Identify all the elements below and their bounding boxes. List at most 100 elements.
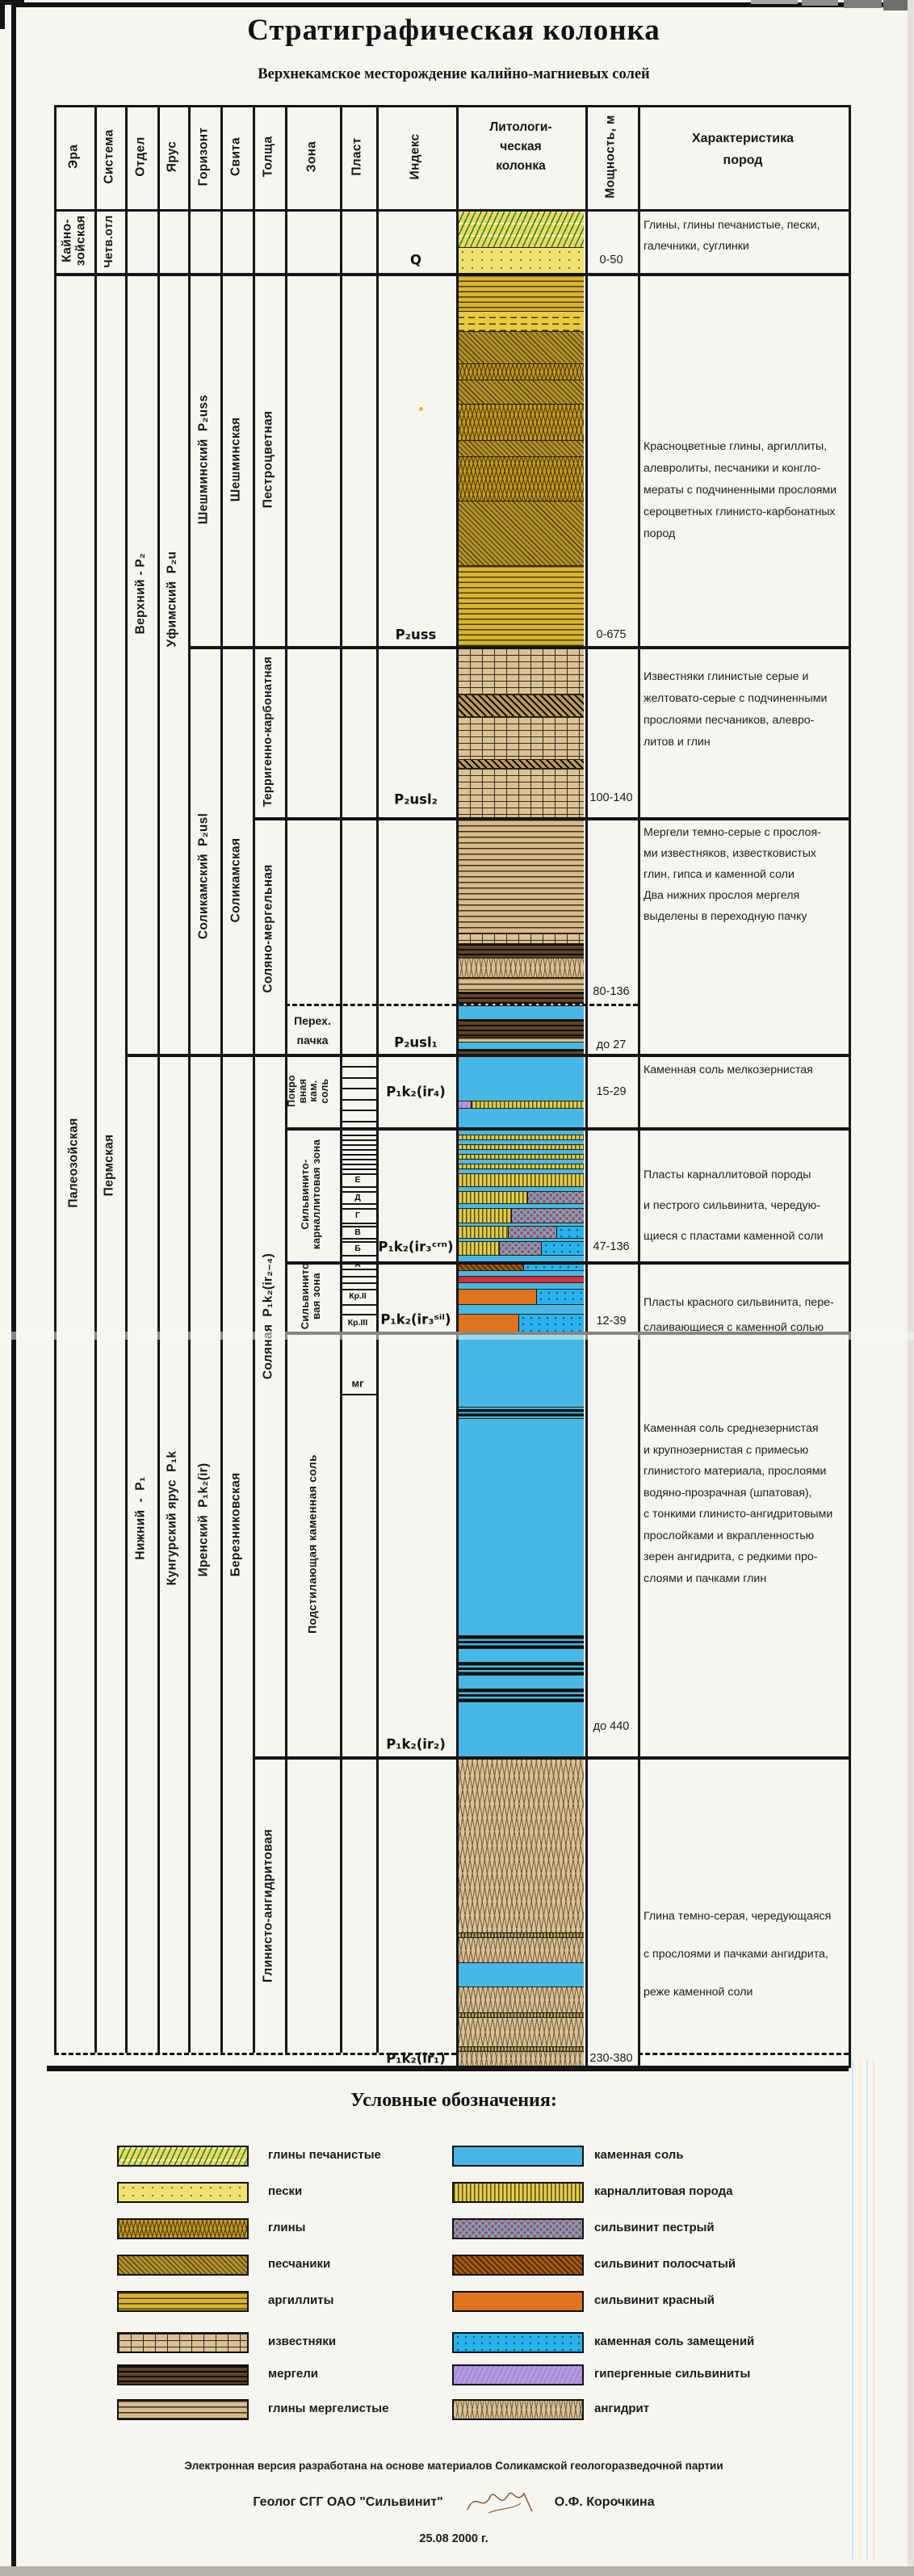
table-vline <box>125 105 128 2053</box>
litho-band <box>458 1937 584 1962</box>
litho-band-part-sylv_mottled <box>508 1227 556 1238</box>
header-litho-column: Литологи- ческая колонка <box>489 120 552 173</box>
thickness-value: 230-380 <box>589 2052 633 2065</box>
table-vline <box>340 105 342 2053</box>
litho-band <box>458 1191 584 1203</box>
header-column-label: Отдел <box>133 136 148 177</box>
legend-swatch-carnallite <box>452 2182 584 2203</box>
litho-band <box>458 1149 584 1154</box>
litho-band <box>458 1139 584 1144</box>
litho-band-part-sylv_red <box>458 1315 518 1332</box>
table-vline <box>94 105 97 2053</box>
index-label: P₁k₂(ir₁) <box>386 2050 446 2066</box>
table-hline <box>188 646 849 649</box>
table-vline <box>188 105 191 2053</box>
bed-letter: Е <box>354 1175 361 1185</box>
thickness-value: до 27 <box>596 1038 627 1051</box>
bed-divider <box>340 1173 376 1175</box>
litho-band <box>458 1333 584 1407</box>
litho-band <box>458 694 584 716</box>
scan-artifact <box>883 0 914 10</box>
table-vline <box>253 105 255 2053</box>
litho-band-part-hypergene <box>458 1101 471 1108</box>
footer-signature-row: Геолог СГГ ОАО "Сильвинит" О.Ф. Корочкин… <box>0 2489 908 2516</box>
legend-label: пески <box>268 2184 303 2198</box>
litho-band <box>458 2051 584 2066</box>
litho-band <box>458 404 584 440</box>
scan-seam <box>0 1332 914 1340</box>
litho-band-part-salt_repl <box>535 1290 584 1304</box>
bed-letter: Кр.III <box>347 1318 368 1328</box>
litho-band-part-sylv_banded <box>458 1264 524 1270</box>
legend-swatch-marl <box>117 2364 249 2385</box>
bed-letter: Кр.II <box>349 1291 367 1301</box>
rock-characteristic: Красноцветные глины, аргиллиты, алевроли… <box>644 440 837 540</box>
litho-band-part-salt_repl <box>556 1227 584 1238</box>
litho-band <box>458 1168 584 1173</box>
litho-band <box>458 210 584 247</box>
bed-letter: А <box>354 1260 361 1269</box>
rock-characteristic: Известняки глинистые серые и желтовато-с… <box>644 670 828 749</box>
footer-date: 25.08 2000 г. <box>419 2532 488 2545</box>
bed-divider <box>340 1241 376 1243</box>
bed-divider <box>340 1255 376 1257</box>
litho-band <box>458 958 584 977</box>
legend-swatch-salt_repl <box>452 2332 584 2353</box>
bed-divider <box>340 1186 376 1188</box>
litho-band <box>458 456 584 501</box>
legend-swatch-sand <box>117 2182 249 2203</box>
table-vline <box>849 105 851 2068</box>
bed-divider <box>340 1304 376 1306</box>
litho-band <box>458 933 584 943</box>
bed-divider <box>340 1168 376 1170</box>
page-title: Стратиграфическая колонка <box>247 14 660 47</box>
rock-characteristic: Пласты красного сильвинита, пере- слаива… <box>644 1296 834 1334</box>
index-label: P₁k₂(ir₂) <box>386 1736 446 1752</box>
litho-band <box>458 1186 584 1191</box>
unit-label: Нижний - P₁ <box>133 1476 148 1560</box>
litho-band <box>458 2017 584 2046</box>
unit-label: Соляно-мергельная <box>261 864 275 993</box>
bed-letter: Б <box>354 1244 361 1253</box>
bed-divider <box>340 1314 376 1315</box>
litho-band <box>458 1241 584 1255</box>
bed-divider <box>340 1144 376 1146</box>
bed-divider <box>340 1276 376 1278</box>
unit-label: Шешминская <box>228 417 243 502</box>
bed-divider <box>340 1159 376 1160</box>
rock-characteristic: Глины, глины печанистые, пески, галечник… <box>644 219 820 253</box>
header-column-label: Зона <box>304 141 319 173</box>
litho-band <box>458 1932 584 1937</box>
index-label: Q <box>409 252 422 268</box>
unit-label: Верхний - P₂ <box>133 552 148 635</box>
litho-band <box>458 1635 584 1648</box>
table-vline <box>285 105 287 2053</box>
bed-divider <box>340 1154 376 1156</box>
header-characteristics: Характеристика пород <box>691 132 795 167</box>
litho-band-part-salt_repl <box>540 1242 584 1255</box>
bed-divider <box>340 1191 376 1193</box>
table-vline <box>638 105 640 2068</box>
bed-divider <box>340 1110 376 1111</box>
litho-band <box>458 275 584 311</box>
bed-divider <box>340 1269 376 1270</box>
legend-label: аргиллиты <box>268 2293 334 2307</box>
table-vline <box>220 105 223 2053</box>
litho-band <box>458 380 584 404</box>
rock-characteristic: Каменная соль среднезернистая и крупнозе… <box>644 1422 833 1585</box>
legend-label: глины печанистые <box>268 2148 381 2162</box>
legend-swatch-clay <box>117 2218 249 2239</box>
unit-label: Сильвинито вая зона <box>298 1262 322 1330</box>
thickness-value: 0-50 <box>599 254 623 266</box>
unit-label: Кайно- зойская <box>60 215 87 266</box>
table-hline <box>54 209 849 212</box>
litho-band <box>458 1203 584 1208</box>
bed-divider <box>340 1226 376 1227</box>
litho-band-part-sylv_mottled <box>499 1242 541 1255</box>
bed-divider <box>340 1066 376 1068</box>
table-hline <box>47 2066 849 2071</box>
unit-label: Подстилающая каменная соль <box>305 1454 319 1634</box>
litho-band <box>458 1701 584 1756</box>
index-label: P₂uss <box>395 627 437 643</box>
table-vline <box>585 105 588 2068</box>
